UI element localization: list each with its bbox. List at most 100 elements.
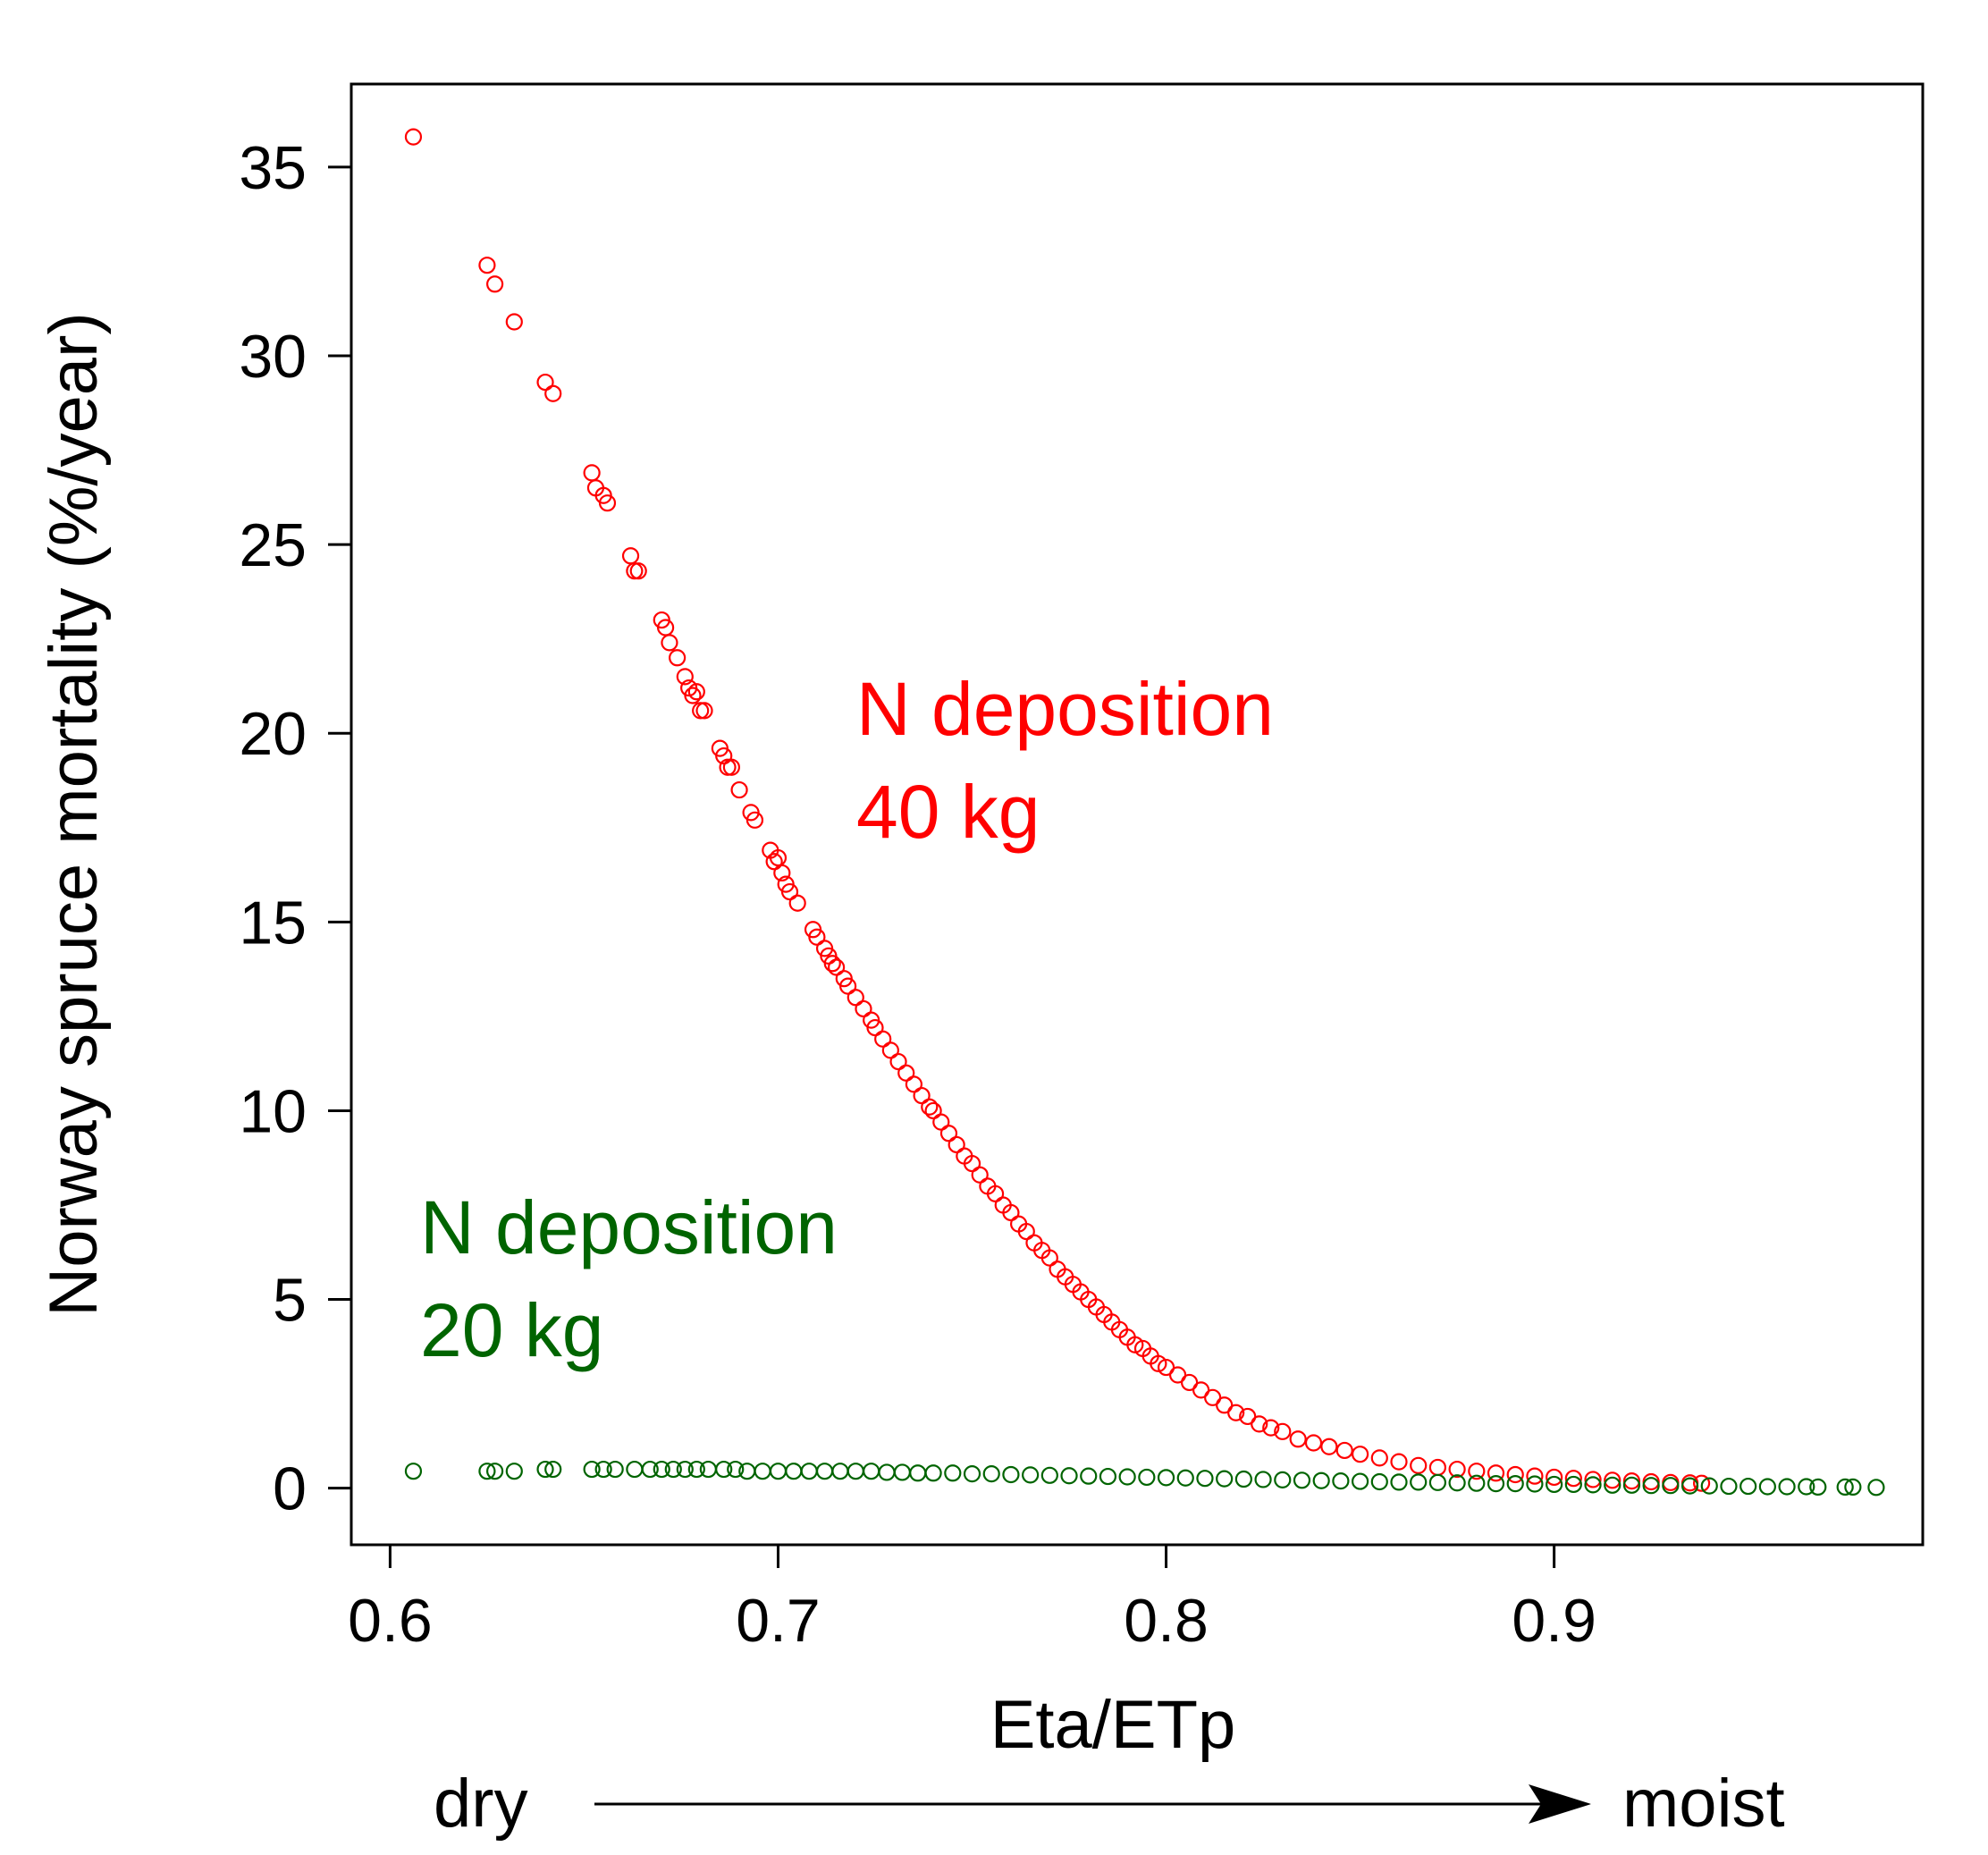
data-point xyxy=(971,1166,989,1184)
data-point xyxy=(1060,1467,1078,1485)
annotation-green-line1: N deposition xyxy=(420,1185,838,1269)
data-point xyxy=(881,1041,899,1059)
data-point xyxy=(1867,1479,1885,1497)
y-tick-label: 20 xyxy=(239,700,307,768)
data-point xyxy=(1642,1472,1660,1491)
data-point xyxy=(1262,1419,1280,1437)
data-point xyxy=(1546,1475,1563,1494)
annotation-green-line2: 20 kg xyxy=(420,1288,604,1372)
y-tick-label: 0 xyxy=(273,1455,307,1523)
data-point xyxy=(486,275,504,293)
data-point xyxy=(505,313,523,331)
data-point xyxy=(544,1460,562,1479)
data-point xyxy=(1293,1471,1311,1489)
data-point xyxy=(1448,1460,1466,1479)
data-point xyxy=(963,1465,981,1483)
data-point xyxy=(874,1030,892,1048)
data-point xyxy=(676,1460,694,1479)
data-point xyxy=(1584,1471,1602,1488)
data-point xyxy=(1040,1466,1058,1484)
x-tick-label: 0.7 xyxy=(736,1587,821,1655)
data-point xyxy=(1176,1469,1194,1487)
data-point xyxy=(505,1463,523,1480)
direction-arrow-head xyxy=(1529,1784,1591,1824)
data-point xyxy=(855,999,872,1018)
data-point xyxy=(1546,1468,1563,1487)
data-point xyxy=(1126,1336,1144,1353)
data-point xyxy=(800,1463,818,1480)
data-point xyxy=(948,1135,965,1154)
data-point xyxy=(730,780,748,799)
data-point xyxy=(722,758,740,776)
data-point xyxy=(1809,1478,1827,1497)
data-point xyxy=(1798,1478,1815,1496)
data-point xyxy=(1720,1477,1738,1496)
data-point xyxy=(486,1463,504,1480)
data-point xyxy=(1040,1249,1058,1267)
y-tick-label: 5 xyxy=(273,1267,307,1335)
data-point xyxy=(823,955,841,973)
data-point xyxy=(773,864,791,882)
data-point xyxy=(1428,1458,1447,1477)
data-point xyxy=(1099,1467,1117,1486)
data-point xyxy=(1002,1465,1020,1484)
data-point xyxy=(1468,1474,1486,1492)
data-point xyxy=(939,1125,958,1143)
data-point xyxy=(1118,1468,1136,1486)
data-point xyxy=(1196,1470,1214,1488)
data-point xyxy=(676,668,694,686)
data-point xyxy=(863,1463,880,1480)
data-point xyxy=(1002,1203,1020,1222)
data-point xyxy=(478,257,496,274)
data-point xyxy=(1157,1469,1175,1487)
y-axis-title: Norway spruce mortality (%/year) xyxy=(36,312,112,1316)
data-point xyxy=(1662,1477,1680,1495)
data-point xyxy=(769,1463,788,1480)
data-point xyxy=(598,494,617,512)
data-point xyxy=(692,702,710,720)
data-point xyxy=(1526,1475,1544,1493)
data-point xyxy=(583,1460,601,1479)
data-point xyxy=(878,1463,896,1481)
data-point xyxy=(1304,1434,1323,1452)
data-point xyxy=(905,1075,923,1093)
data-point xyxy=(715,746,733,765)
data-point xyxy=(1604,1471,1622,1489)
data-point xyxy=(963,1154,981,1173)
data-point xyxy=(661,634,678,652)
data-point xyxy=(1506,1474,1524,1493)
data-point xyxy=(754,1463,771,1480)
data-point xyxy=(1681,1477,1699,1495)
data-point xyxy=(1150,1354,1167,1372)
data-point xyxy=(1332,1472,1350,1490)
data-point xyxy=(1234,1470,1252,1488)
data-point xyxy=(924,1101,942,1120)
series-1 xyxy=(404,1460,1885,1497)
dry-label: dry xyxy=(434,1766,528,1842)
data-point xyxy=(1312,1471,1330,1489)
data-point xyxy=(626,562,644,580)
data-point xyxy=(788,894,806,912)
data-point xyxy=(1448,1474,1466,1492)
data-point xyxy=(404,1463,423,1480)
data-point xyxy=(715,1460,733,1479)
data-point xyxy=(1351,1446,1369,1463)
data-point xyxy=(1274,1471,1292,1488)
y-tick-label: 10 xyxy=(239,1077,307,1145)
data-point xyxy=(1700,1477,1718,1495)
data-point xyxy=(1251,1415,1268,1433)
data-point xyxy=(1622,1476,1641,1494)
data-point xyxy=(1564,1470,1582,1488)
data-point xyxy=(1216,1470,1234,1488)
data-point xyxy=(1564,1475,1582,1494)
data-point xyxy=(932,1113,950,1131)
data-point xyxy=(1410,1456,1428,1474)
x-tick-label: 0.6 xyxy=(348,1587,433,1655)
data-point xyxy=(606,1460,624,1479)
data-point xyxy=(727,1460,745,1479)
data-point xyxy=(404,128,423,146)
data-point xyxy=(594,1460,612,1479)
data-point xyxy=(478,1463,496,1480)
data-point xyxy=(847,1463,864,1480)
